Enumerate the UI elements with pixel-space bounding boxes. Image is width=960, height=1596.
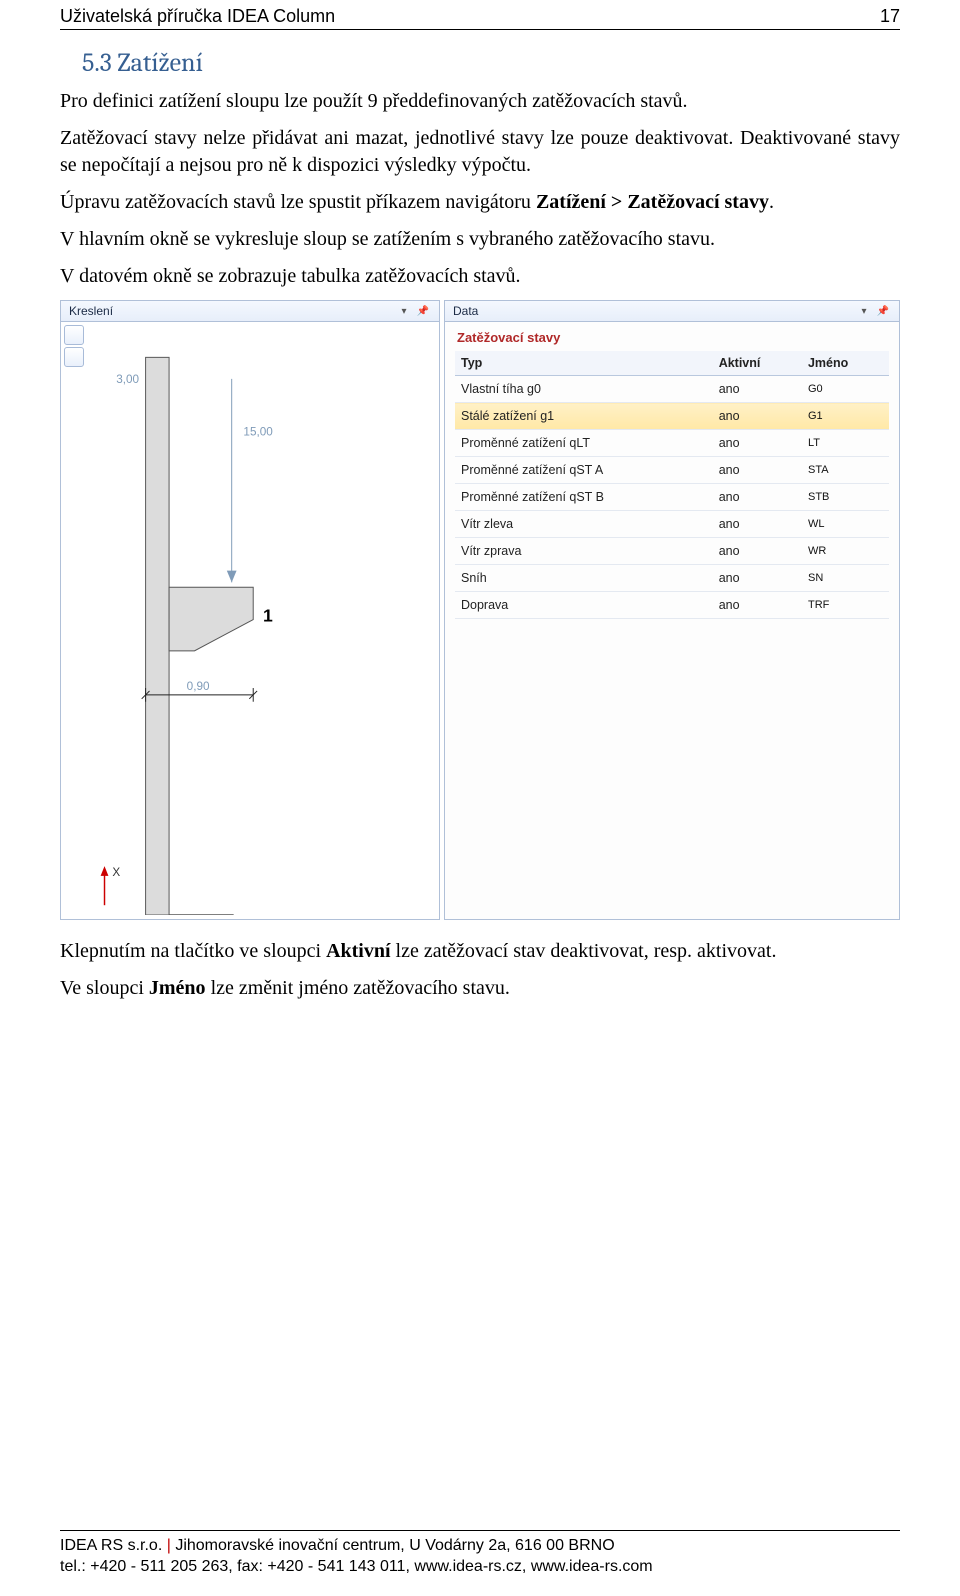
page: Uživatelská příručka IDEA Column 17 5.3 … bbox=[0, 0, 960, 1596]
section-heading: 5.3 Zatížení bbox=[82, 48, 900, 78]
drawing-panel-controls: ▾ 📌 bbox=[400, 306, 431, 317]
data-panel-body: Zatěžovací stavy Typ Aktivní Jméno Vlast… bbox=[445, 322, 899, 919]
p5-bold: Aktivní bbox=[326, 940, 390, 962]
header-line: Uživatelská příručka IDEA Column 17 bbox=[60, 0, 900, 27]
p2b-prefix: Úpravu zatěžovacích stavů lze spustit př… bbox=[60, 191, 536, 213]
data-panel-controls: ▾ 📌 bbox=[860, 306, 891, 317]
p2b-suffix: . bbox=[769, 191, 774, 213]
cell-aktivni[interactable]: ano bbox=[713, 457, 802, 484]
dim-bottom-text: 0,90 bbox=[187, 680, 210, 693]
drawing-panel-title: Kreslení ▾ 📌 bbox=[61, 301, 439, 322]
footer-line-1: IDEA RS s.r.o. | Jihomoravské inovační c… bbox=[60, 1535, 900, 1557]
cell-jmeno[interactable]: WR bbox=[802, 538, 889, 565]
table-row[interactable]: DopravaanoTRF bbox=[455, 592, 889, 619]
dim-top-text: 15,00 bbox=[243, 426, 273, 439]
col-typ[interactable]: Typ bbox=[455, 351, 713, 376]
p5-prefix: Klepnutím na tlačítko ve sloupci bbox=[60, 940, 326, 962]
data-panel-title-text: Data bbox=[453, 304, 478, 318]
drawing-panel: Kreslení ▾ 📌 3,00 15,00 bbox=[60, 300, 440, 920]
table-row[interactable]: Proměnné zatížení qST BanoSTB bbox=[455, 484, 889, 511]
p2b-bold: Zatížení > Zatěžovací stavy bbox=[536, 191, 769, 213]
table-row[interactable]: Vlastní tíha g0anoG0 bbox=[455, 376, 889, 403]
header-title: Uživatelská příručka IDEA Column bbox=[60, 6, 335, 27]
pin-icon[interactable]: ▾ bbox=[400, 306, 409, 317]
paragraph-2: Zatěžovací stavy nelze přidávat ani maza… bbox=[60, 125, 900, 179]
data-panel-title: Data ▾ 📌 bbox=[445, 301, 899, 322]
cell-jmeno[interactable]: G0 bbox=[802, 376, 889, 403]
cell-typ: Proměnné zatížení qST A bbox=[455, 457, 713, 484]
cell-aktivni[interactable]: ano bbox=[713, 511, 802, 538]
paragraph-1: Pro definici zatížení sloupu lze použít … bbox=[60, 88, 900, 115]
table-header-row: Typ Aktivní Jméno bbox=[455, 351, 889, 376]
cell-jmeno[interactable]: WL bbox=[802, 511, 889, 538]
cell-aktivni[interactable]: ano bbox=[713, 565, 802, 592]
paragraph-6: Ve sloupci Jméno lze změnit jméno zatěžo… bbox=[60, 975, 900, 1002]
footer-brand: IDEA RS s.r.o. bbox=[60, 1537, 162, 1554]
footer: IDEA RS s.r.o. | Jihomoravské inovační c… bbox=[60, 1530, 900, 1578]
cell-typ: Vítr zprava bbox=[455, 538, 713, 565]
table-row[interactable]: Proměnné zatížení qLTanoLT bbox=[455, 430, 889, 457]
table-row[interactable]: SníhanoSN bbox=[455, 565, 889, 592]
cell-typ: Proměnné zatížení qST B bbox=[455, 484, 713, 511]
app-screenshot: Kreslení ▾ 📌 3,00 15,00 bbox=[60, 300, 900, 920]
table-row[interactable]: Proměnné zatížení qST AanoSTA bbox=[455, 457, 889, 484]
cell-typ: Vlastní tíha g0 bbox=[455, 376, 713, 403]
table-row[interactable]: Stálé zatížení g1anoG1 bbox=[455, 403, 889, 430]
cell-jmeno[interactable]: G1 bbox=[802, 403, 889, 430]
paragraph-3: V hlavním okně se vykresluje sloup se za… bbox=[60, 226, 900, 253]
drawing-canvas[interactable]: 3,00 15,00 1 bbox=[91, 328, 435, 915]
cell-aktivni[interactable]: ano bbox=[713, 538, 802, 565]
cell-jmeno[interactable]: LT bbox=[802, 430, 889, 457]
p6-bold: Jméno bbox=[149, 977, 206, 999]
table-row[interactable]: Vítr zlevaanoWL bbox=[455, 511, 889, 538]
dropdown-icon[interactable]: 📌 bbox=[415, 306, 431, 317]
cell-jmeno[interactable]: TRF bbox=[802, 592, 889, 619]
footer-rule bbox=[60, 1530, 900, 1531]
group-title: Zatěžovací stavy bbox=[455, 328, 889, 351]
col-aktivni[interactable]: Aktivní bbox=[713, 351, 802, 376]
cell-typ: Proměnné zatížení qLT bbox=[455, 430, 713, 457]
cell-aktivni[interactable]: ano bbox=[713, 592, 802, 619]
load-states-table: Typ Aktivní Jméno Vlastní tíha g0anoG0St… bbox=[455, 351, 889, 619]
marker-1: 1 bbox=[263, 606, 273, 626]
paragraph-4: V datovém okně se zobrazuje tabulka zatě… bbox=[60, 263, 900, 290]
cell-aktivni[interactable]: ano bbox=[713, 403, 802, 430]
cell-aktivni[interactable]: ano bbox=[713, 430, 802, 457]
cell-typ: Doprava bbox=[455, 592, 713, 619]
drawing-tool-column bbox=[64, 325, 84, 367]
cell-typ: Sníh bbox=[455, 565, 713, 592]
dropdown-icon[interactable]: 📌 bbox=[875, 306, 891, 317]
drawing-panel-body: 3,00 15,00 1 bbox=[61, 322, 439, 919]
dim-left-text: 3,00 bbox=[116, 373, 139, 386]
cell-jmeno[interactable]: SN bbox=[802, 565, 889, 592]
data-panel: Data ▾ 📌 Zatěžovací stavy Typ Aktivní Jm… bbox=[444, 300, 900, 920]
tool-button-2[interactable] bbox=[64, 347, 84, 367]
cell-typ: Vítr zleva bbox=[455, 511, 713, 538]
p5-suffix: lze zatěžovací stav deaktivovat, resp. a… bbox=[391, 940, 777, 962]
axis-x-label: X bbox=[112, 866, 120, 879]
footer-sep: | bbox=[162, 1537, 175, 1554]
drawing-panel-title-text: Kreslení bbox=[69, 304, 113, 318]
cell-aktivni[interactable]: ano bbox=[713, 376, 802, 403]
cell-aktivni[interactable]: ano bbox=[713, 484, 802, 511]
tool-button-1[interactable] bbox=[64, 325, 84, 345]
footer-line-2: tel.: +420 - 511 205 263, fax: +420 - 54… bbox=[60, 1556, 900, 1578]
cell-typ: Stálé zatížení g1 bbox=[455, 403, 713, 430]
col-jmeno[interactable]: Jméno bbox=[802, 351, 889, 376]
footer-address: Jihomoravské inovační centrum, U Vodárny… bbox=[175, 1537, 614, 1554]
cell-jmeno[interactable]: STA bbox=[802, 457, 889, 484]
paragraph-2b: Úpravu zatěžovacích stavů lze spustit př… bbox=[60, 189, 900, 216]
cell-jmeno[interactable]: STB bbox=[802, 484, 889, 511]
pin-icon[interactable]: ▾ bbox=[860, 306, 869, 317]
p6-prefix: Ve sloupci bbox=[60, 977, 149, 999]
header-rule bbox=[60, 29, 900, 30]
paragraph-5: Klepnutím na tlačítko ve sloupci Aktivní… bbox=[60, 938, 900, 965]
p6-suffix: lze změnit jméno zatěžovacího stavu. bbox=[206, 977, 510, 999]
header-page-number: 17 bbox=[880, 6, 900, 27]
table-row[interactable]: Vítr zpravaanoWR bbox=[455, 538, 889, 565]
